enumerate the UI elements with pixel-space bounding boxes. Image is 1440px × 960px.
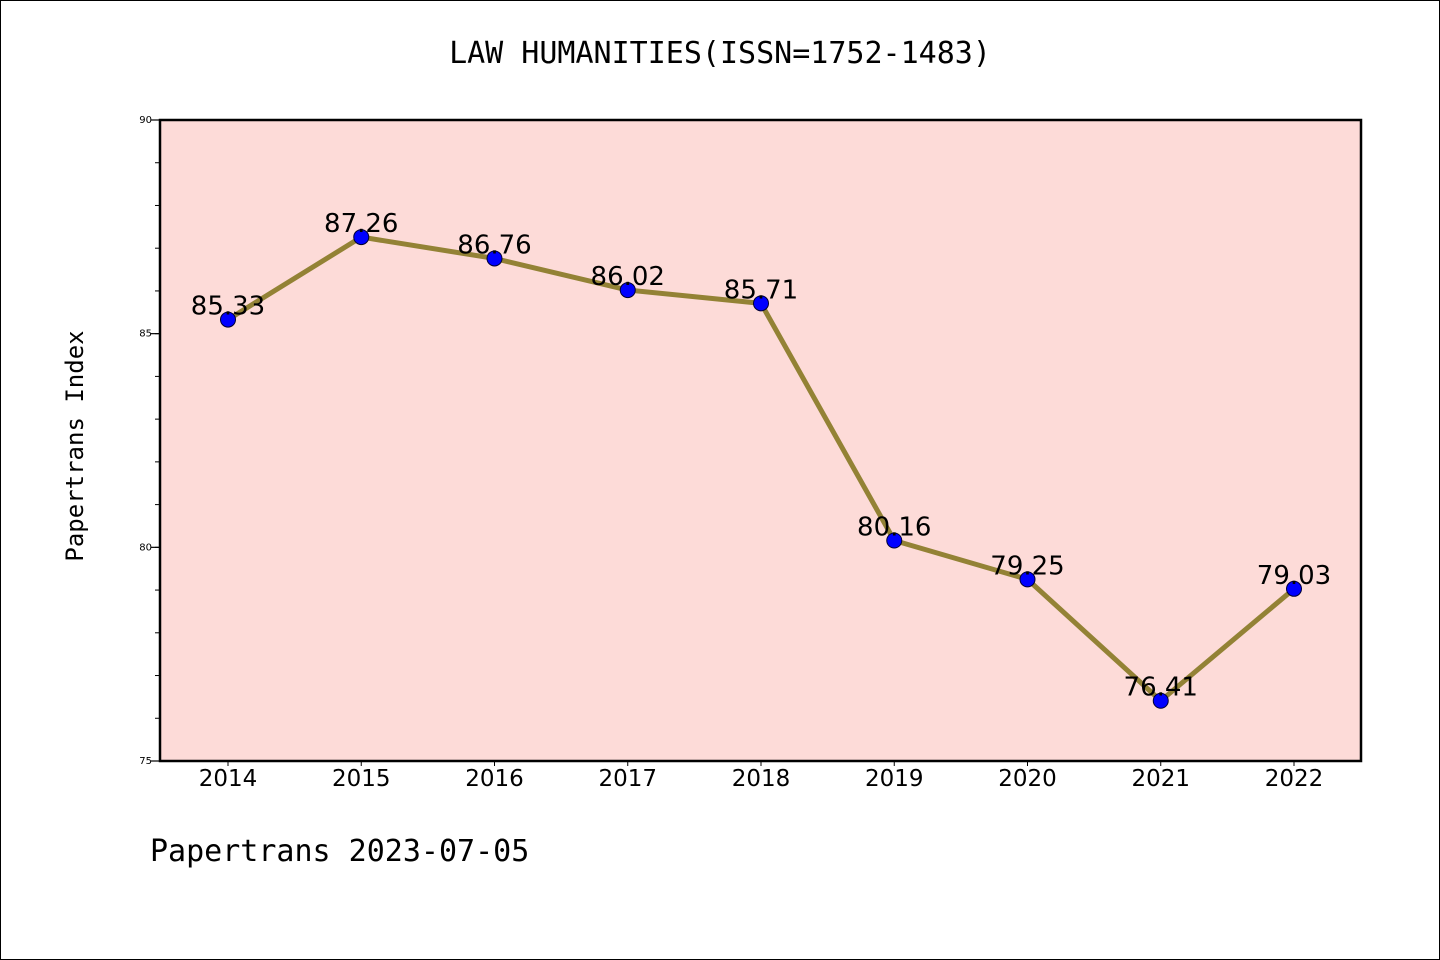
y-tick-label: 80 — [139, 542, 152, 553]
data-label: 85.33 — [191, 292, 265, 322]
data-label: 87.26 — [324, 209, 398, 239]
data-point — [619, 282, 636, 299]
chart-title: LAW HUMANITIES(ISSN=1752-1483) — [449, 36, 991, 71]
data-label: 76.41 — [1124, 673, 1198, 703]
data-point — [1286, 580, 1302, 597]
data-label: 80.16 — [857, 512, 931, 542]
x-tick-label: 2020 — [998, 766, 1057, 792]
data-point — [1152, 692, 1169, 709]
data-point — [220, 311, 236, 328]
x-tick-label: 2015 — [332, 766, 391, 792]
x-tick-label: 2014 — [199, 766, 258, 792]
data-label: 86.76 — [457, 230, 531, 260]
data-point — [486, 250, 503, 267]
y-tick-label: 85 — [139, 329, 152, 340]
footer-date-label: Papertrans 2023-07-05 — [150, 834, 530, 869]
data-label: 79.25 — [990, 551, 1064, 581]
data-point — [886, 532, 903, 549]
y-tick-label: 90 — [139, 115, 152, 126]
y-tick-label: 75 — [139, 756, 152, 767]
plot-area — [160, 120, 1361, 761]
x-tick-label: 2016 — [465, 766, 524, 792]
x-tick-label: 2018 — [732, 766, 791, 792]
plot-border — [158, 118, 1363, 763]
data-point — [753, 295, 769, 312]
data-label: 79.03 — [1257, 561, 1331, 591]
x-tick-label: 2017 — [598, 766, 657, 792]
x-tick-label: 2022 — [1265, 766, 1324, 792]
x-tick-label: 2021 — [1131, 766, 1190, 792]
data-point — [1019, 571, 1036, 588]
data-label: 85.71 — [724, 275, 798, 305]
data-point — [353, 229, 370, 246]
x-tick-label: 2019 — [865, 766, 924, 792]
data-label: 86.02 — [591, 262, 665, 292]
